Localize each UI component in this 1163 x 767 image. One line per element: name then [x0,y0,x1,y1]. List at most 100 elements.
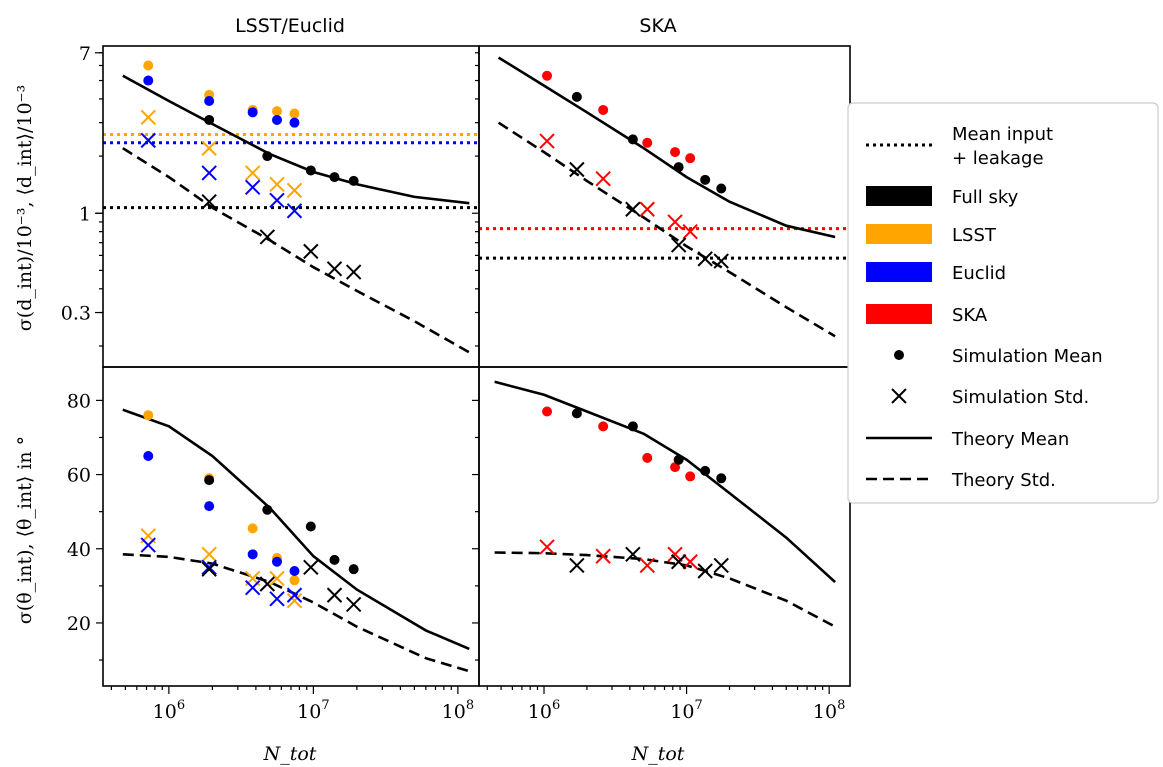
sim-mean-point-full_sky [329,172,340,183]
legend-item: Theory Mean [866,429,1069,450]
legend-label: Euclid [952,263,1006,284]
sim-std-point-full_sky [697,563,713,579]
sim-std-point-ska [682,554,698,570]
sim-mean-point-ska [685,471,696,482]
sim-mean-point-full_sky [262,504,273,515]
panel-top-left: 710.3 [61,43,480,368]
legend-label: LSST [952,225,997,246]
panel-bottom-right: 106 107 108 [472,366,851,723]
sim-std-point-full_sky [303,243,319,260]
x-tick-label: 106 [153,698,185,723]
sim-std-point-euclid [269,192,285,209]
sim-std-point-full_sky [201,561,217,577]
sim-mean-point-full_sky [305,521,316,532]
sim-mean-point-full_sky [673,454,684,465]
sim-std-point-full_sky [259,576,276,592]
legend: Mean input + leakage Full sky LSST Euclid SKA… [847,102,1159,504]
sim-std-point-full_sky [326,261,343,277]
x-tick-label: 107 [297,698,329,723]
x-axis-label-left: N_tot [263,743,317,765]
sim-mean-point-lsst [143,60,154,71]
sim-std-point-ska [667,214,683,230]
x-tick-label: 108 [813,698,845,723]
x-axis-label-right: N_tot [631,743,685,765]
y-tick-label: 40 [67,539,91,561]
legend-item: Full sky [866,186,1019,208]
sim-std-point-euclid [244,179,261,196]
sim-mean-point-lsst [247,523,258,534]
sim-mean-point-full_sky [716,183,727,194]
legend-label: Theory Mean [951,429,1069,450]
sim-mean-point-euclid [289,117,300,128]
sim-mean-point-ska [642,452,653,463]
legend-label: Simulation Mean [952,346,1103,367]
sim-std-point-full_sky [625,201,641,217]
y-tick-label: 20 [67,613,91,635]
sim-std-point-euclid [269,591,285,607]
sim-std-point-euclid [140,537,156,553]
sim-std-point-lsst [269,176,285,193]
legend-swatch-patch [866,224,932,244]
sim-std-point-ska [539,133,555,149]
legend-label: Simulation Std. [952,387,1089,408]
sim-mean-point-full_sky [571,408,582,419]
sim-mean-point-full_sky [627,421,638,432]
legend-item: Euclid [866,262,1006,284]
sim-std-point-full_sky [670,554,687,570]
sim-std-point-full_sky [569,161,585,178]
sim-std-point-ska [595,548,611,564]
sim-mean-point-ska [542,406,553,417]
sim-mean-point-full_sky [329,554,340,565]
y-tick-label: 1 [79,203,91,225]
theory-std-line [494,551,836,628]
sim-mean-point-ska [685,153,696,164]
y-tick-label: 60 [67,465,91,487]
theory-mean-line [494,380,836,584]
sim-mean-point-lsst [289,108,300,119]
y-axis-label-bottom: σ(θ_int), ⟨θ_int⟩ in ° [14,436,36,624]
x-tick-label: 106 [528,698,560,723]
legend-swatch-cross [891,388,907,404]
panel-frame [102,366,480,687]
sim-mean-point-full_sky [262,151,273,162]
legend-item: SKA [866,304,988,326]
panel-bottom-left: 80 60 40 20 106 107 108 [67,366,480,723]
sim-mean-point-euclid [204,96,215,107]
panel-top-right [472,45,851,368]
sim-std-point-lsst [286,592,303,609]
theory-std-line [497,121,836,338]
sim-std-point-euclid [286,203,303,219]
sim-std-point-ska [682,223,698,240]
sim-std-point-lsst [269,570,285,587]
sim-mean-point-full_sky [716,473,727,484]
sim-std-point-full_sky [201,194,217,210]
sim-mean-point-full_sky [700,174,711,185]
sim-std-point-ska [595,171,611,187]
sim-mean-point-full_sky [571,91,582,102]
sim-mean-point-ska [598,421,609,432]
sim-std-point-ska [639,201,655,217]
sim-mean-point-ska [542,70,553,81]
sim-std-point-full_sky [569,557,585,574]
sim-std-point-euclid [140,132,156,149]
sim-mean-point-ska [598,104,609,115]
legend-label: Full sky [952,187,1019,208]
y-axis-label-top: σ(d_int)/10⁻³, ⟨d_int⟩/10⁻³ [14,85,36,331]
panel-frame [478,366,851,687]
theory-std-line [122,147,470,354]
sim-mean-point-euclid [204,501,215,512]
sim-std-point-full_sky [670,237,687,253]
sim-std-point-ska [667,546,683,563]
sim-std-point-lsst [286,182,303,199]
legend-swatch-patch [866,304,932,324]
sim-std-point-lsst [140,109,156,126]
sim-std-point-full_sky [625,546,641,563]
sim-mean-point-euclid [271,114,282,125]
theory-mean-line [497,56,836,239]
sim-mean-point-lsst [143,410,154,421]
sim-mean-point-full_sky [673,162,684,173]
sim-mean-point-ska [670,147,681,158]
sim-std-point-euclid [201,559,217,576]
sim-mean-point-lsst [289,575,300,586]
